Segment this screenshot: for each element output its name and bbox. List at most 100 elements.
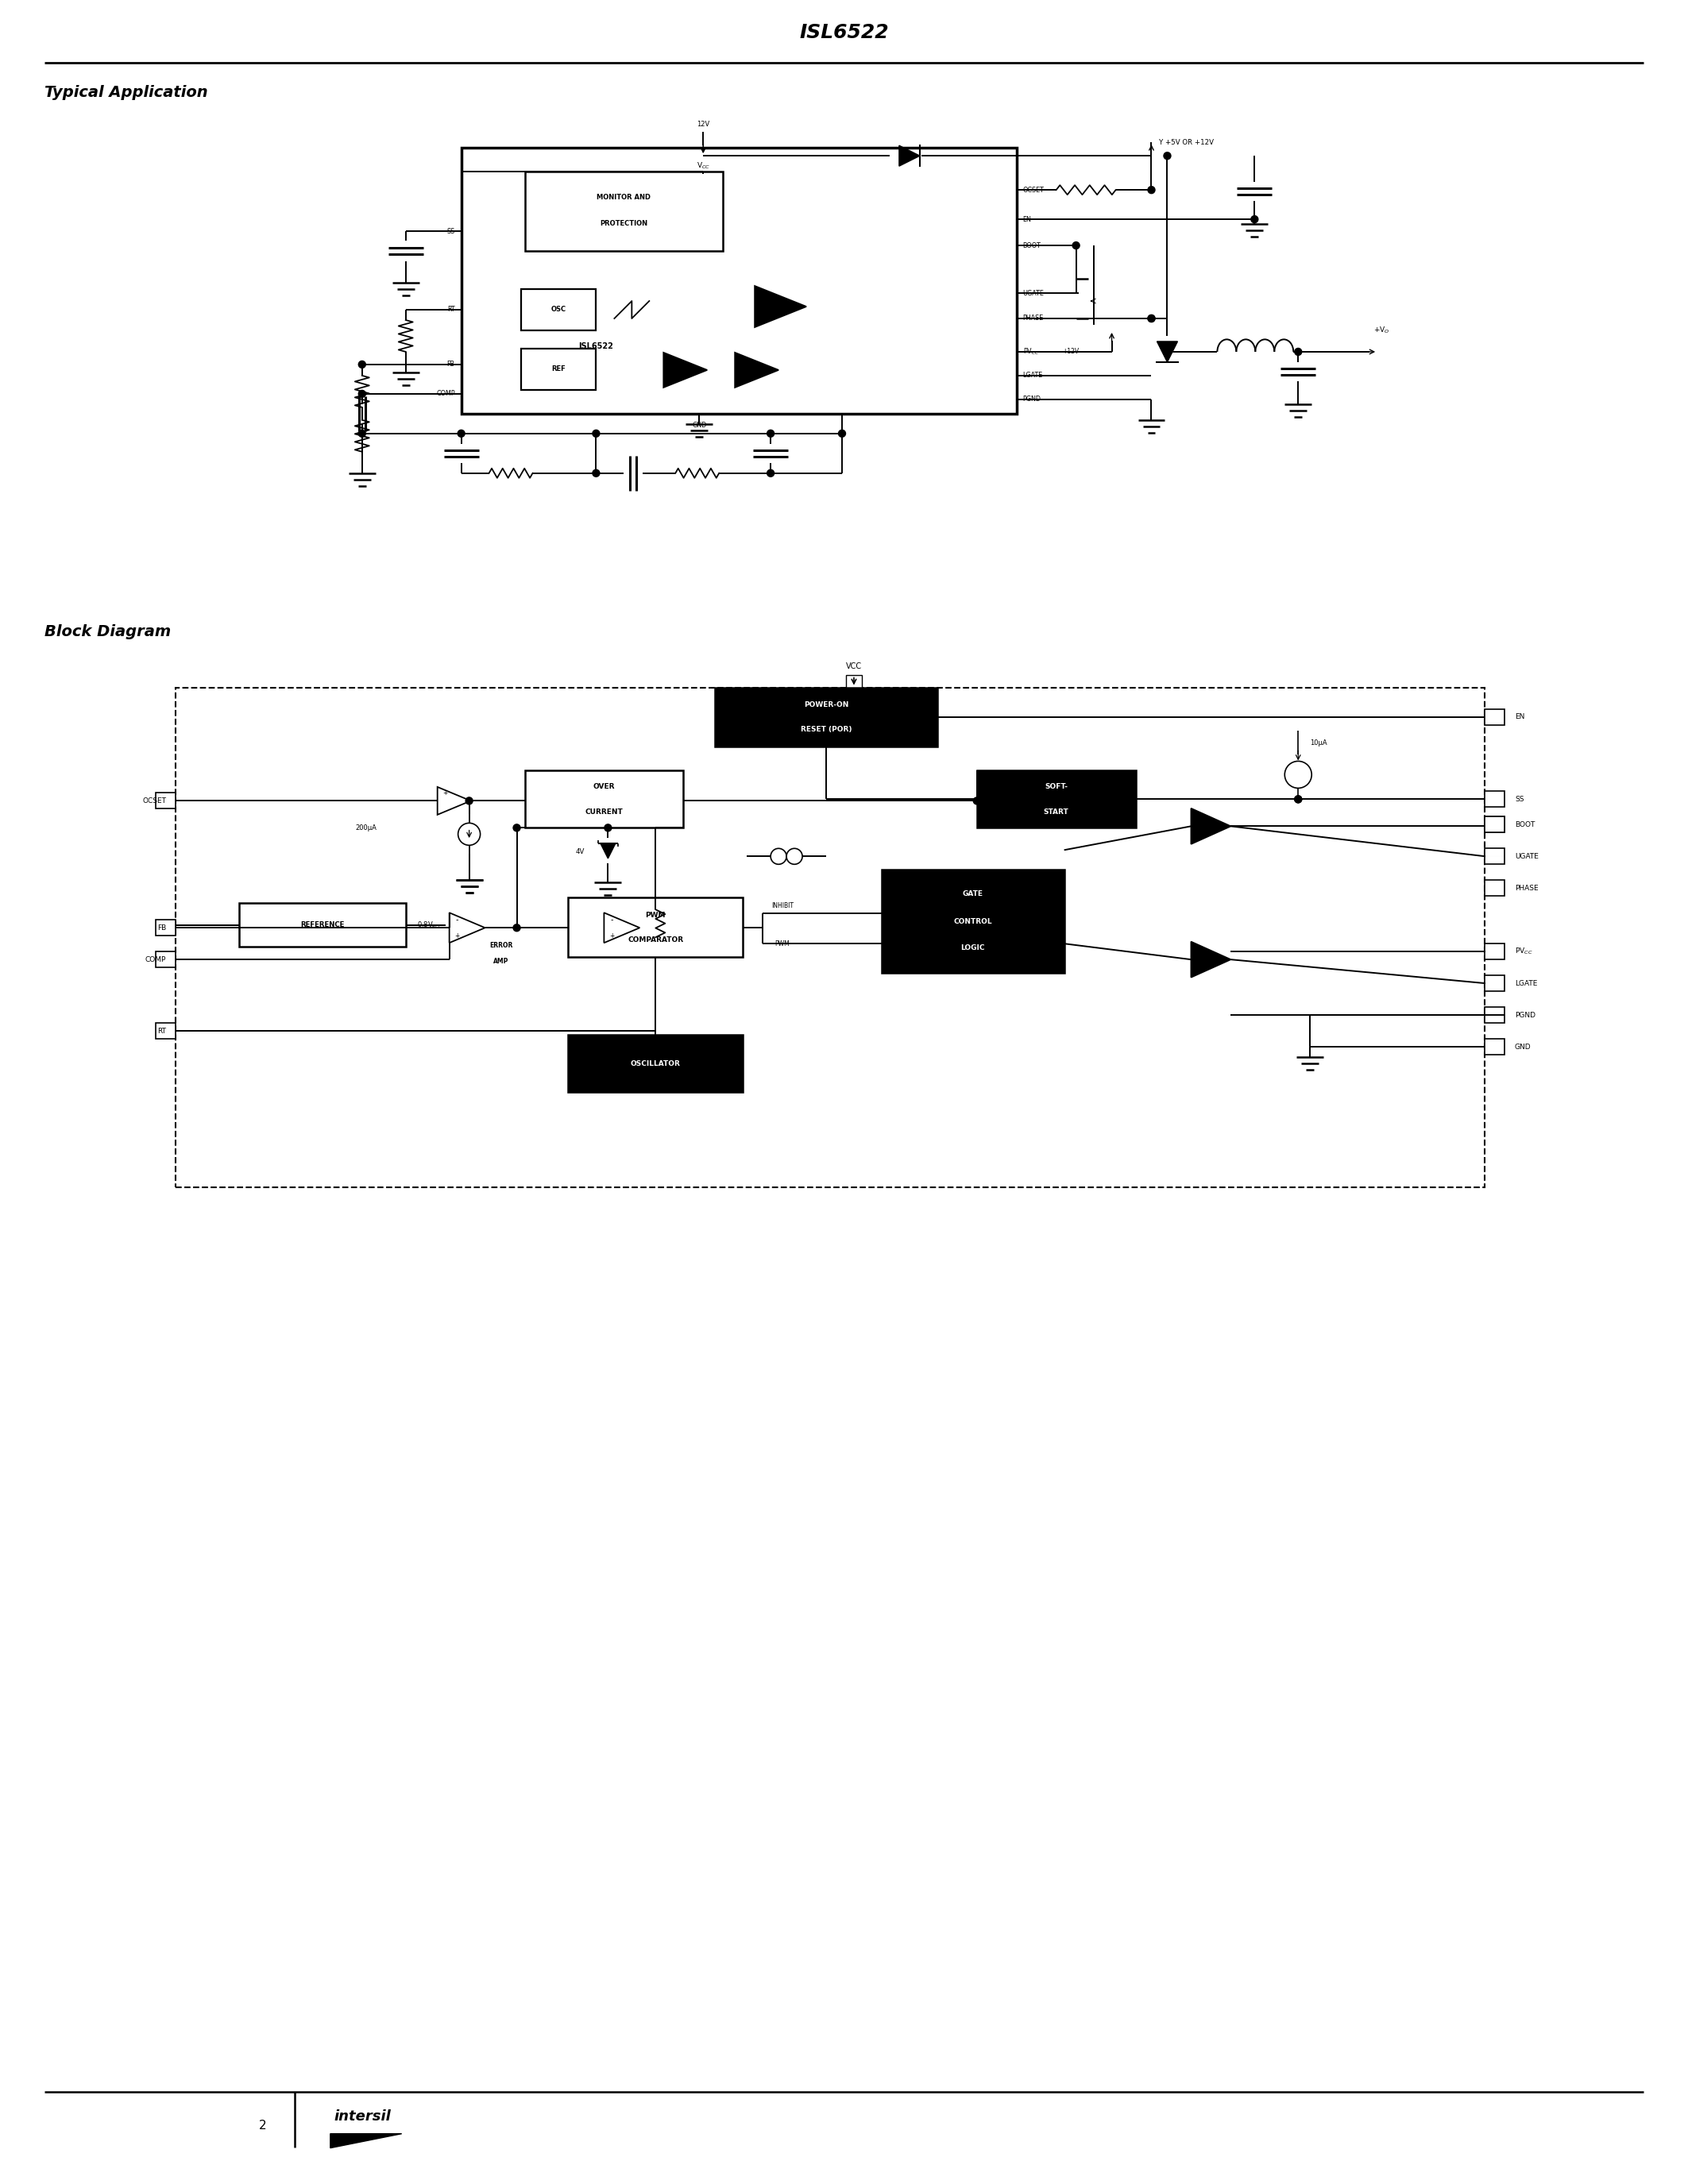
Text: PHASE: PHASE <box>1023 314 1043 321</box>
Text: +12V: +12V <box>1062 347 1079 356</box>
Text: PWM: PWM <box>775 939 790 948</box>
Text: UGATE: UGATE <box>1514 852 1538 860</box>
Text: 4V: 4V <box>576 847 584 856</box>
Text: 12V: 12V <box>697 120 709 127</box>
Text: ERROR: ERROR <box>490 941 513 948</box>
Circle shape <box>1295 347 1301 356</box>
Circle shape <box>457 430 464 437</box>
Polygon shape <box>437 786 471 815</box>
Text: PGND: PGND <box>1023 395 1041 404</box>
Circle shape <box>1295 795 1301 804</box>
Text: GND: GND <box>692 422 707 428</box>
Bar <box>1485 847 1504 865</box>
Text: Y +5V OR +12V: Y +5V OR +12V <box>1160 140 1214 146</box>
Circle shape <box>592 470 599 476</box>
Polygon shape <box>449 913 484 943</box>
Circle shape <box>1148 314 1155 321</box>
Text: REFERENCE: REFERENCE <box>300 922 344 928</box>
Polygon shape <box>331 2134 402 2149</box>
Circle shape <box>358 391 366 397</box>
Circle shape <box>592 430 599 437</box>
Bar <box>569 1035 743 1092</box>
Polygon shape <box>1192 808 1231 843</box>
Text: OCSET: OCSET <box>142 797 165 804</box>
Polygon shape <box>601 843 616 858</box>
Text: SOFT-: SOFT- <box>1045 784 1069 791</box>
Polygon shape <box>734 352 778 387</box>
Text: REF: REF <box>552 365 565 373</box>
Text: 10μA: 10μA <box>1310 740 1327 747</box>
Text: COMPARATOR: COMPARATOR <box>628 937 684 943</box>
Bar <box>525 771 684 828</box>
Text: INHIBIT: INHIBIT <box>771 902 793 909</box>
Circle shape <box>513 924 520 930</box>
Circle shape <box>1148 314 1155 321</box>
Text: LOGIC: LOGIC <box>960 943 986 952</box>
Polygon shape <box>604 913 640 943</box>
Bar <box>525 173 722 251</box>
Bar <box>1485 1007 1504 1022</box>
Bar <box>881 869 1063 974</box>
Text: PV$_{CC}$: PV$_{CC}$ <box>1023 347 1038 356</box>
Text: SS: SS <box>1514 795 1524 804</box>
Text: COMP: COMP <box>145 957 165 963</box>
Bar <box>1485 817 1504 832</box>
Text: RT: RT <box>157 1026 165 1035</box>
Text: +V$_O$: +V$_O$ <box>1374 325 1389 336</box>
Text: POWER-ON: POWER-ON <box>803 701 849 708</box>
Polygon shape <box>1192 941 1231 978</box>
Text: Block Diagram: Block Diagram <box>46 625 170 640</box>
Bar <box>1485 880 1504 895</box>
Bar <box>1485 943 1504 959</box>
Bar <box>461 149 1016 413</box>
Circle shape <box>766 430 775 437</box>
Text: UGATE: UGATE <box>1023 290 1045 297</box>
Text: SS: SS <box>447 227 454 234</box>
Text: CONTROL: CONTROL <box>954 917 993 926</box>
Text: Typical Application: Typical Application <box>46 85 208 100</box>
Text: V$_{CC}$: V$_{CC}$ <box>697 162 711 170</box>
Bar <box>155 952 176 968</box>
Bar <box>155 919 176 935</box>
Bar <box>1485 791 1504 808</box>
Text: OSC: OSC <box>550 306 565 312</box>
Text: PWM: PWM <box>645 911 665 919</box>
Circle shape <box>1072 242 1080 249</box>
Text: RESET (POR): RESET (POR) <box>800 725 852 734</box>
Circle shape <box>358 430 366 437</box>
Circle shape <box>604 823 611 832</box>
Bar <box>716 688 937 747</box>
Bar <box>520 349 596 391</box>
Bar <box>155 793 176 808</box>
Bar <box>569 898 743 957</box>
Text: EN: EN <box>1514 714 1524 721</box>
Text: EN: EN <box>1023 216 1031 223</box>
Text: PHASE: PHASE <box>1514 885 1538 891</box>
Text: ISL6522: ISL6522 <box>800 24 890 41</box>
Text: FB: FB <box>157 924 165 930</box>
Circle shape <box>1163 153 1171 159</box>
Bar <box>240 904 405 948</box>
Text: MONITOR AND: MONITOR AND <box>598 194 652 201</box>
Text: COMP: COMP <box>436 391 454 397</box>
Bar <box>520 288 596 330</box>
Text: OSCILLATOR: OSCILLATOR <box>631 1059 680 1068</box>
Circle shape <box>766 470 775 476</box>
Text: BOOT: BOOT <box>1023 242 1041 249</box>
Bar <box>846 675 863 688</box>
Text: PGND: PGND <box>1514 1011 1536 1018</box>
Text: +: + <box>442 788 447 797</box>
Polygon shape <box>663 352 707 387</box>
Bar <box>1485 710 1504 725</box>
Text: BOOT: BOOT <box>1514 821 1534 828</box>
Polygon shape <box>900 146 920 166</box>
Text: -: - <box>611 915 613 924</box>
Text: 0.8V$_{REF}$: 0.8V$_{REF}$ <box>417 919 442 930</box>
Text: GATE: GATE <box>962 891 982 898</box>
Bar <box>1485 1040 1504 1055</box>
Circle shape <box>1251 216 1258 223</box>
Text: OCSET: OCSET <box>1023 186 1045 194</box>
Text: 200μA: 200μA <box>356 823 376 832</box>
Polygon shape <box>1156 341 1178 363</box>
Text: PROTECTION: PROTECTION <box>599 221 648 227</box>
